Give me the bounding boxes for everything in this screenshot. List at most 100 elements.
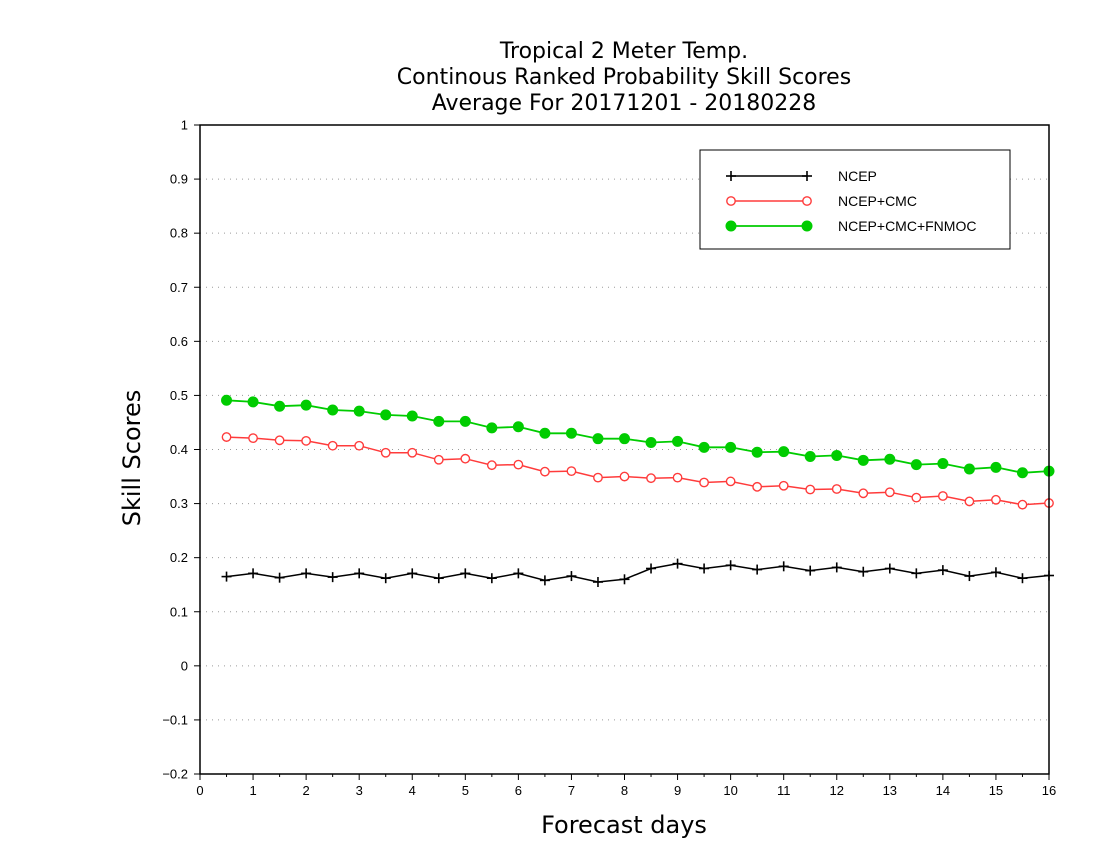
data-point-open-circle-marker (354, 440, 365, 451)
data-point-filled-circle-marker (300, 399, 312, 411)
data-point-filled-circle-marker (380, 409, 392, 421)
data-point-plus-marker (778, 561, 789, 572)
data-point-open-circle-marker (274, 435, 285, 446)
data-point-filled-circle-marker (459, 415, 471, 427)
data-point-open-circle-marker (725, 476, 736, 487)
data-point-plus-marker (354, 568, 365, 579)
data-point-open-circle-marker (937, 491, 948, 501)
data-point-open-circle-marker (248, 433, 258, 444)
legend-entry: NCEP+CMC+FNMOC (725, 218, 976, 234)
data-point-plus-marker (619, 574, 630, 585)
data-point-open-circle-marker (407, 447, 418, 458)
data-point-open-circle-marker (884, 487, 895, 498)
y-tick-label: 0.4 (170, 442, 188, 457)
y-axis-label: Skill Scores (118, 390, 146, 527)
y-tick-label: 0.9 (170, 172, 188, 187)
data-point-filled-circle-marker (406, 410, 418, 422)
data-point-filled-circle-marker (274, 400, 286, 412)
data-point-plus-marker (884, 563, 895, 574)
data-point-filled-circle-marker (778, 446, 790, 458)
y-tick-label: −0.2 (162, 767, 188, 782)
data-point-plus-marker (1017, 573, 1028, 584)
data-point-filled-circle-marker (804, 451, 816, 463)
data-point-open-circle-marker (566, 466, 577, 477)
x-tick-label: 11 (777, 783, 791, 798)
x-tick-label: 4 (409, 783, 416, 798)
data-point-plus-marker (937, 565, 948, 576)
data-point-open-circle-marker (513, 459, 524, 470)
data-point-plus-marker (805, 565, 816, 576)
data-point-open-circle-marker (672, 472, 683, 483)
legend-label: NCEP+CMC+FNMOC (838, 218, 976, 234)
y-tick-label: 0.7 (170, 280, 188, 295)
data-point-plus-marker (539, 575, 550, 586)
series-ncep-cmc-fnmoc (221, 394, 1055, 479)
data-point-filled-circle-marker (990, 461, 1002, 473)
data-point-plus-marker (672, 558, 683, 569)
data-point-filled-circle-marker (619, 433, 630, 445)
data-point-filled-circle-marker (857, 454, 869, 466)
data-point-plus-marker (646, 563, 657, 574)
data-point-filled-circle-marker (565, 427, 577, 439)
chart-title: Tropical 2 Meter Temp. Continous Ranked … (397, 39, 851, 116)
legend-label: NCEP (838, 168, 877, 184)
data-point-filled-circle-marker (672, 435, 684, 447)
data-point-plus-marker (433, 573, 444, 584)
x-tick-label: 0 (196, 783, 203, 798)
data-point-open-circle-marker (752, 481, 763, 492)
x-tick-label: 16 (1042, 783, 1056, 798)
y-tick-label: 0 (181, 658, 188, 673)
data-point-filled-circle-marker (327, 404, 339, 416)
legend-entry: NCEP+CMC (726, 193, 917, 209)
x-tick-label: 5 (462, 783, 469, 798)
data-point-open-circle-marker (726, 196, 736, 206)
data-point-open-circle-marker (646, 473, 656, 484)
y-tick-label: 1 (181, 118, 188, 133)
data-point-plus-marker (831, 562, 842, 573)
x-tick-label: 8 (621, 783, 628, 798)
data-point-filled-circle-marker (353, 405, 365, 417)
data-point-filled-circle-marker (221, 394, 233, 406)
data-point-open-circle-marker (486, 460, 497, 471)
legend: NCEP NCEP+CMC NCEP+CMC+FNMOC (699, 149, 1011, 250)
x-axis-label: Forecast days (541, 811, 707, 839)
legend-entry: NCEP (726, 168, 877, 184)
data-point-plus-marker (221, 571, 232, 582)
data-point-filled-circle-marker (698, 441, 710, 453)
data-point-plus-marker (407, 568, 418, 579)
data-point-plus-marker (802, 171, 812, 181)
data-point-open-circle-marker (802, 196, 812, 206)
y-tick-label: 0.2 (170, 550, 188, 565)
series-ncep-cmc (221, 432, 1054, 510)
series-layer (221, 394, 1055, 588)
data-point-filled-circle-marker (1016, 467, 1028, 479)
data-point-plus-marker (752, 564, 763, 575)
data-point-plus-marker (380, 573, 391, 584)
y-axis: −0.2 −0.1 0 0.1 0.2 0.3 0.4 0.5 0.6 0.7 0.8 0.9 1 (162, 118, 200, 782)
data-point-open-circle-marker (327, 440, 338, 451)
data-point-open-circle-marker (911, 492, 922, 503)
data-point-open-circle-marker (460, 453, 471, 464)
chart-title-line-2: Continous Ranked Probability Skill Score… (397, 65, 851, 90)
data-point-open-circle-marker (699, 477, 709, 488)
data-point-plus-marker (248, 568, 259, 579)
y-tick-label: −0.1 (162, 712, 188, 727)
x-tick-label: 14 (936, 783, 950, 798)
data-point-filled-circle-marker (884, 453, 896, 465)
data-point-filled-circle-marker (963, 463, 975, 475)
y-tick-label: 0.5 (170, 388, 188, 403)
data-point-filled-circle-marker (725, 220, 737, 232)
grid-lines (200, 178, 1049, 721)
data-point-open-circle-marker (831, 484, 842, 494)
data-point-open-circle-marker (1017, 499, 1028, 510)
data-point-open-circle-marker (805, 484, 816, 495)
x-tick-label: 7 (568, 783, 575, 798)
data-point-filled-circle-marker (725, 441, 737, 453)
data-point-plus-marker (566, 571, 577, 582)
chart-title-line-3: Average For 20171201 - 20180228 (432, 91, 817, 116)
data-point-filled-circle-marker (486, 422, 498, 434)
data-point-plus-marker (699, 563, 710, 574)
data-point-plus-marker (990, 567, 1001, 578)
series-line (226, 436, 1050, 506)
y-tick-label: 0.1 (170, 604, 188, 619)
